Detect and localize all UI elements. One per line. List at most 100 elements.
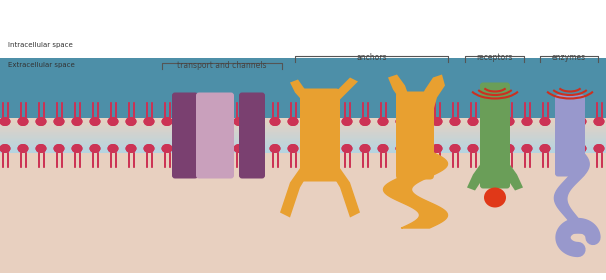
Ellipse shape xyxy=(270,117,281,126)
Bar xyxy=(0,247,606,252)
Bar xyxy=(0,97,606,99)
Bar xyxy=(0,140,606,141)
Bar xyxy=(0,145,606,146)
Ellipse shape xyxy=(504,117,514,126)
Ellipse shape xyxy=(593,117,605,126)
Ellipse shape xyxy=(287,144,299,153)
Ellipse shape xyxy=(144,144,155,153)
Ellipse shape xyxy=(576,117,587,126)
Ellipse shape xyxy=(396,117,407,126)
Bar xyxy=(0,85,606,87)
Bar xyxy=(0,78,606,81)
Bar xyxy=(0,118,606,123)
Ellipse shape xyxy=(125,144,136,153)
Ellipse shape xyxy=(53,117,64,126)
Bar xyxy=(0,112,606,118)
Bar xyxy=(0,138,606,143)
Ellipse shape xyxy=(413,144,424,153)
Bar xyxy=(0,122,606,123)
Bar xyxy=(0,152,606,153)
Bar xyxy=(0,221,606,226)
Bar xyxy=(0,148,606,154)
Ellipse shape xyxy=(484,188,506,207)
Bar xyxy=(0,121,606,122)
Ellipse shape xyxy=(396,144,407,153)
Ellipse shape xyxy=(450,144,461,153)
Ellipse shape xyxy=(162,117,173,126)
Ellipse shape xyxy=(251,144,262,153)
Bar xyxy=(0,87,606,90)
Ellipse shape xyxy=(36,144,47,153)
Bar xyxy=(0,139,606,141)
Ellipse shape xyxy=(287,117,299,126)
FancyBboxPatch shape xyxy=(480,83,510,188)
Ellipse shape xyxy=(486,148,504,167)
Bar xyxy=(0,241,606,247)
Ellipse shape xyxy=(251,144,262,153)
Ellipse shape xyxy=(0,144,10,153)
Bar xyxy=(0,57,606,153)
Ellipse shape xyxy=(251,117,262,126)
Bar xyxy=(0,136,606,139)
Ellipse shape xyxy=(467,144,479,153)
Ellipse shape xyxy=(233,144,244,153)
Bar xyxy=(0,159,606,164)
Bar xyxy=(0,148,606,151)
Ellipse shape xyxy=(270,144,281,153)
Ellipse shape xyxy=(396,117,407,126)
Bar xyxy=(0,185,606,190)
Ellipse shape xyxy=(198,144,208,153)
Bar xyxy=(0,151,606,153)
Ellipse shape xyxy=(522,144,533,153)
Ellipse shape xyxy=(413,144,424,153)
Ellipse shape xyxy=(287,144,299,153)
Ellipse shape xyxy=(36,144,47,153)
Ellipse shape xyxy=(270,144,281,153)
Bar xyxy=(0,147,606,148)
Ellipse shape xyxy=(216,144,227,153)
Bar xyxy=(0,144,606,148)
Ellipse shape xyxy=(413,117,424,126)
Ellipse shape xyxy=(485,144,496,153)
Bar xyxy=(0,123,606,128)
Text: transport and channels: transport and channels xyxy=(177,60,267,69)
Ellipse shape xyxy=(198,117,208,126)
Bar xyxy=(0,143,606,148)
Ellipse shape xyxy=(162,144,173,153)
Bar xyxy=(0,125,606,126)
Bar xyxy=(0,135,606,136)
Bar xyxy=(0,64,606,67)
Ellipse shape xyxy=(107,117,119,126)
Ellipse shape xyxy=(162,144,173,153)
Ellipse shape xyxy=(179,144,190,153)
Ellipse shape xyxy=(287,117,299,126)
Ellipse shape xyxy=(53,144,64,153)
Bar xyxy=(0,144,606,145)
Text: anchors: anchors xyxy=(356,53,387,62)
Ellipse shape xyxy=(342,117,353,126)
Bar xyxy=(0,102,606,106)
Ellipse shape xyxy=(378,144,388,153)
Ellipse shape xyxy=(125,117,136,126)
Bar xyxy=(0,127,606,129)
Bar xyxy=(0,57,606,60)
Ellipse shape xyxy=(53,117,64,126)
Bar xyxy=(0,141,606,142)
Ellipse shape xyxy=(36,117,47,126)
Bar xyxy=(0,141,606,144)
Bar xyxy=(0,73,606,76)
Bar xyxy=(0,142,606,143)
Bar xyxy=(0,162,606,165)
Ellipse shape xyxy=(485,117,496,126)
Ellipse shape xyxy=(522,117,533,126)
Bar xyxy=(0,153,606,157)
Ellipse shape xyxy=(359,117,370,126)
Ellipse shape xyxy=(324,144,335,153)
Ellipse shape xyxy=(233,144,244,153)
Ellipse shape xyxy=(467,144,479,153)
Bar xyxy=(0,138,606,139)
Polygon shape xyxy=(420,74,445,123)
Ellipse shape xyxy=(324,117,335,126)
Ellipse shape xyxy=(558,117,568,126)
Ellipse shape xyxy=(450,117,461,126)
